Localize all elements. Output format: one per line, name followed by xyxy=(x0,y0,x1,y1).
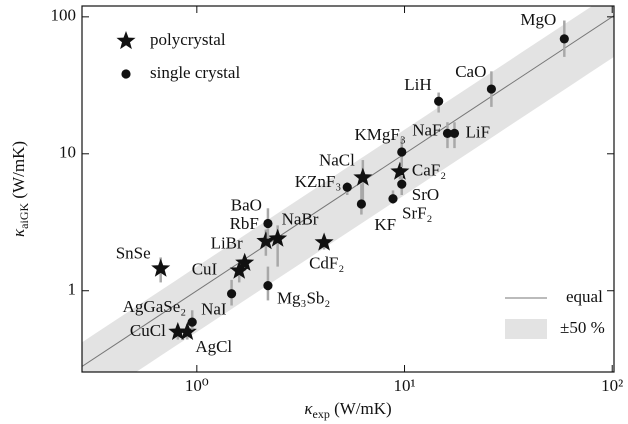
point-label: AgCl xyxy=(195,337,232,356)
point-label: SrF₂ xyxy=(402,204,433,223)
circle-marker xyxy=(449,128,460,138)
plot-layer xyxy=(82,6,614,372)
star-marker xyxy=(390,161,410,180)
star-marker xyxy=(151,258,171,277)
point-label: LiBr xyxy=(211,234,243,253)
point-label: CdF₂ xyxy=(309,253,344,272)
point-label: CaO xyxy=(455,62,486,81)
circle-marker xyxy=(356,199,366,209)
star-marker xyxy=(268,228,288,247)
star-marker xyxy=(314,232,334,251)
circle-marker xyxy=(121,69,131,79)
circle-marker xyxy=(342,182,352,192)
star-marker xyxy=(168,321,188,341)
point-label: NaF xyxy=(412,120,441,139)
y-tick-label: 10 xyxy=(59,143,76,162)
y-axis-label: κaiGK (W/mK) xyxy=(9,141,31,237)
legend-label: single crystal xyxy=(150,63,240,82)
legend-label: polycrystal xyxy=(150,30,226,49)
legend-band xyxy=(505,319,547,339)
point-label: MgO xyxy=(520,10,556,29)
y-tick-label: 1 xyxy=(68,280,77,299)
x-tick-label: 10² xyxy=(601,376,623,395)
y-axis-unit: (W/mK) xyxy=(9,141,28,199)
plot-frame xyxy=(81,5,615,373)
x-tick-label: 10⁰ xyxy=(185,376,209,395)
x-axis-subscript: exp xyxy=(313,407,330,421)
circle-marker xyxy=(434,96,444,106)
star-marker xyxy=(229,260,249,279)
point-label: LiF xyxy=(465,122,490,141)
circle-marker xyxy=(187,317,197,327)
point-label: CuI xyxy=(192,260,218,279)
point-label: NaCl xyxy=(319,151,355,170)
point-label: RbF xyxy=(230,214,259,233)
point-label: AgGaSe₂ xyxy=(123,297,187,316)
circle-marker xyxy=(442,128,453,138)
legend-label: ±50 % xyxy=(560,318,605,337)
circle-marker xyxy=(397,179,407,189)
point-label: KZnF₃ xyxy=(295,172,342,191)
circle-marker xyxy=(226,289,237,299)
circle-marker xyxy=(388,194,398,204)
x-tick-label: 10¹ xyxy=(393,376,415,395)
star-marker xyxy=(353,167,373,186)
point-label: CaF₂ xyxy=(412,161,446,180)
point-label: NaI xyxy=(201,300,227,319)
point-label: KMgF₃ xyxy=(354,125,405,144)
point-label: SrO xyxy=(412,185,439,204)
legend-label: equal xyxy=(566,287,603,306)
point-label: Mg₃Sb₂ xyxy=(277,289,330,308)
marks-layer xyxy=(116,20,569,341)
y-tick-label: 100 xyxy=(51,6,77,25)
circle-marker xyxy=(397,147,407,157)
circle-marker xyxy=(486,84,496,94)
point-label: NaBr xyxy=(282,210,319,229)
y-axis-symbol: κ xyxy=(9,228,28,237)
point-label: BaO xyxy=(231,195,262,214)
star-marker xyxy=(177,321,197,341)
x-axis-unit: (W/mK) xyxy=(334,399,392,418)
circle-marker xyxy=(263,281,273,291)
star-marker xyxy=(256,231,276,250)
y-axis-subscript: aiGK xyxy=(17,203,31,229)
band xyxy=(82,6,614,372)
star-marker xyxy=(235,252,255,271)
circle-marker xyxy=(559,34,569,44)
point-label: SnSe xyxy=(116,244,151,263)
point-label: KF xyxy=(374,215,396,234)
point-label: LiH xyxy=(404,75,431,94)
point-label: CuCl xyxy=(130,321,166,340)
circle-marker xyxy=(263,218,273,229)
star-marker xyxy=(116,31,136,50)
x-axis-symbol: κ xyxy=(304,399,313,418)
x-axis-label: κexp (W/mK) xyxy=(304,399,391,421)
